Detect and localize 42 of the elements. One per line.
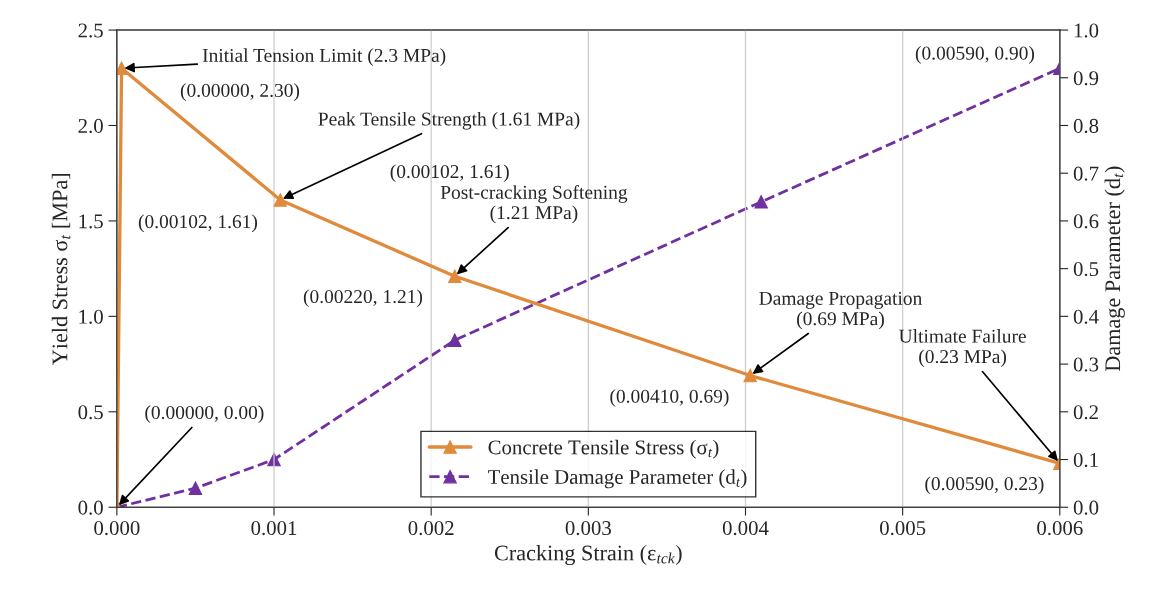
- y-tick-label: 2.5: [78, 23, 103, 38]
- y2-axis-title: Damage Parameter (d$_{t}$): [1104, 166, 1125, 372]
- y2-tick-label: 0.8: [1073, 118, 1099, 134]
- annotation: (0.00000, 2.30): [180, 83, 300, 101]
- x-tick-label: 0.004: [722, 521, 769, 536]
- y-axis-title: Yield Stress σ$_{t}$ [MPa]: [51, 173, 71, 365]
- x-tick-label: 0.001: [251, 521, 297, 536]
- x-tick-label: 0.006: [1037, 521, 1083, 536]
- annotation: (0.00000, 0.00): [145, 405, 264, 424]
- y2-tick-label: 0.0: [1073, 500, 1099, 515]
- y2-tick-label: 0.5: [1073, 262, 1099, 277]
- y-tick-label: 1.5: [79, 214, 103, 229]
- x-tick-label: 0.002: [408, 521, 454, 536]
- annotation: (0.00220, 1.21): [303, 289, 423, 308]
- y2-tick-label: 0.7: [1073, 166, 1099, 181]
- y-tick-label: 2.0: [78, 118, 103, 134]
- legend-label: Concrete Tensile Stress (σ$_{t}$): [488, 439, 719, 459]
- annotation: (0.00410, 0.69): [610, 389, 729, 407]
- annotation: (0.00590, 0.90): [915, 46, 1035, 64]
- y2-tick-label: 1.0: [1074, 23, 1099, 38]
- y2-tick-label: 0.3: [1073, 357, 1099, 372]
- annotation: (0.00102, 1.61): [138, 214, 258, 233]
- annotation: Post-cracking Softening (1.21 MPa): [440, 184, 628, 224]
- y2-tick-label: 0.1: [1073, 452, 1098, 468]
- y2-tick-label: 0.9: [1073, 71, 1099, 86]
- y-tick-label: 0.0: [78, 500, 103, 515]
- annotation: (0.00590, 0.23): [925, 476, 1044, 495]
- annotation: Initial Tension Limit (2.3 MPa): [202, 48, 446, 66]
- x-tick-label: 0.005: [880, 521, 926, 536]
- annotation: Damage Propagation (0.69 MPa): [759, 291, 922, 330]
- y-tick-label: 0.5: [78, 405, 103, 420]
- annotation: (0.00102, 1.61): [390, 164, 509, 183]
- annotation: Ultimate Failure (0.23 MPa): [899, 329, 1026, 368]
- legend-label: Tensile Damage Parameter (d$_{t}$): [487, 469, 747, 489]
- x-tick-label: 0.000: [94, 521, 140, 536]
- x-tick-label: 0.003: [565, 521, 611, 536]
- y2-tick-label: 0.4: [1073, 309, 1099, 324]
- x-axis-title: Cracking Strain (ε$_{tck}$): [494, 544, 682, 566]
- y2-tick-label: 0.6: [1073, 214, 1099, 229]
- annotation: Peak Tensile Strength (1.61 MPa): [318, 111, 580, 130]
- y2-tick-label: 0.2: [1073, 405, 1098, 420]
- y-tick-label: 1.0: [79, 309, 103, 324]
